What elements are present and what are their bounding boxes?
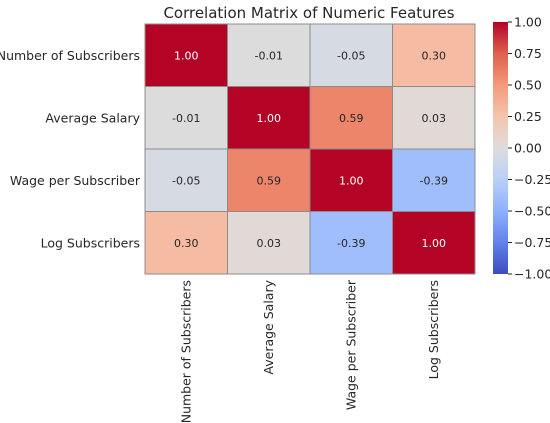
- column-label: Log Subscribers: [426, 280, 441, 379]
- heatmap-cell-value: 0.03: [257, 237, 282, 250]
- heatmap-cell: [392, 86, 476, 150]
- chart-title: Correlation Matrix of Numeric Features: [163, 4, 454, 22]
- heatmap-cell-value: -0.05: [337, 49, 365, 62]
- colorbar-tick-label: −0.25: [514, 172, 550, 187]
- heatmap-cell-value: 1.00: [174, 49, 199, 62]
- colorbar-tick-label: 0.50: [514, 78, 542, 93]
- colorbar-tick-label: −1.00: [514, 267, 550, 282]
- column-label: Average Salary: [261, 279, 276, 374]
- row-label: Wage per Subscriber: [10, 173, 141, 188]
- heatmap-cell: [227, 211, 311, 275]
- column-labels: Number of Subscribers Average Salary Wage …: [178, 279, 441, 423]
- colorbar-tick-label: −0.75: [514, 235, 550, 250]
- colorbar-tick-label: −0.50: [514, 204, 550, 219]
- heatmap-cell-value: 0.03: [422, 112, 447, 125]
- heatmap-cell: [227, 148, 311, 212]
- heatmap-cell-value: 1.00: [257, 112, 282, 125]
- row-label: Average Salary: [45, 110, 140, 125]
- heatmap-cell-value: 1.00: [422, 237, 447, 250]
- heatmap-cell: [392, 148, 476, 212]
- colorbar-tick-label: 0.25: [514, 109, 542, 124]
- colorbar-tick-label: 0.75: [514, 46, 542, 61]
- heatmap-cell: [309, 23, 393, 87]
- heatmap-cell: [144, 23, 228, 87]
- heatmap-cell-value: 1.00: [339, 174, 364, 187]
- heatmap-cell: [392, 23, 476, 87]
- heatmap-cell: [227, 23, 311, 87]
- row-label: Number of Subscribers: [0, 48, 140, 63]
- heatmap-cell-value: -0.01: [172, 112, 200, 125]
- colorbar-tick-label: 1.00: [514, 15, 542, 30]
- heatmap-cell: [144, 211, 228, 275]
- heatmap-cell-value: 0.30: [422, 49, 447, 62]
- heatmap-cell-value: -0.05: [172, 174, 200, 187]
- column-label: Wage per Subscriber: [343, 279, 358, 410]
- row-labels: Number of Subscribers Average Salary Wage …: [0, 48, 141, 251]
- heatmap-cell-value: -0.39: [420, 174, 448, 187]
- colorbar-tick-label: 0.00: [514, 141, 542, 156]
- column-label: Number of Subscribers: [178, 280, 193, 423]
- row-label: Log Subscribers: [41, 235, 140, 250]
- heatmap-cell-value: 0.59: [339, 112, 364, 125]
- heatmap-cell-value: 0.59: [257, 174, 282, 187]
- heatmap-cells: 1.00 -0.01 -0.05 0.30 -0.01 1.00 0.59 0.03 -0.05…: [144, 23, 476, 275]
- heatmap-cell-value: -0.39: [337, 237, 365, 250]
- heatmap-cell-value: 0.30: [174, 237, 199, 250]
- colorbar-gradient: [493, 22, 508, 274]
- colorbar: 1.00 0.75 0.50 0.25 0.00 −0.25 −0.50 −0.75 −1.00: [493, 15, 550, 282]
- heatmap-cell: [227, 86, 311, 150]
- heatmap-cell-value: -0.01: [255, 49, 283, 62]
- heatmap-cell: [392, 211, 476, 275]
